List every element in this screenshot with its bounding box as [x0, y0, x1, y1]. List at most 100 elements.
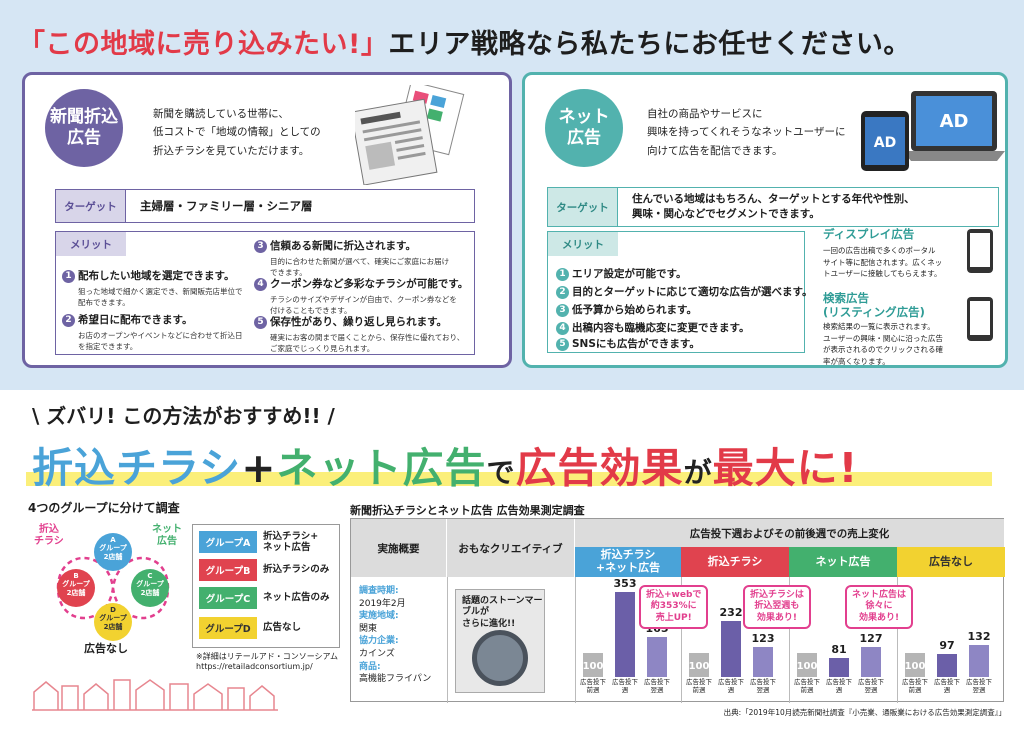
chart-value-label: 100 [582, 661, 604, 672]
chart-week-label: 広告投下 翌週 [858, 678, 884, 694]
chart-week-label: 広告投下 週 [826, 678, 852, 694]
promo-effect: 広告効果 [515, 444, 684, 492]
net-ad-circle-title: ネット 広告 [545, 89, 623, 167]
phone-icon [967, 297, 993, 341]
merit-title: 出稿内容も臨機応変に変更できます。 [572, 322, 750, 334]
merit-item: 2 希望日に配布できます。 お店のオープンやイベントなどに合わせて折込日 を指定で… [62, 312, 243, 353]
merit-number: 5 [254, 316, 267, 329]
target-value: 住んでいる地域はもちろん、ターゲットとする年代や性別、 興味・関心などでセグメン… [632, 192, 915, 220]
net-target-box: ターゲット 住んでいる地域はもちろん、ターゲットとする年代や性別、 興味・関心な… [547, 187, 999, 227]
merit-detail: 確実にお客の間まで届くことから、保存性に優れており、 ご家庭でじっくり見られます… [270, 333, 465, 354]
net-ad-intro: 自社の商品やサービスに 興味を持ってくれそうなネットユーザーに 向けて広告を配信… [647, 108, 846, 157]
chart-bar [969, 645, 989, 677]
newspaper-target-box: ターゲット 主婦層・ファミリー層・シニア層 [55, 189, 475, 223]
merit-number: 1 [556, 268, 569, 281]
header-overview: 実施概要 [351, 519, 447, 577]
chart-week-label: 広告投下 前週 [580, 678, 606, 694]
chart-value-label: 127 [859, 632, 883, 645]
merit-title: 信頼ある新聞に折込されます。 [270, 240, 416, 252]
merit-title: クーポン券など多彩なチラシが可能です。 [270, 278, 469, 290]
chart-week-label: 広告投下 翌週 [966, 678, 992, 694]
newspaper-intro: 新聞を購読している世帯に、 低コストで「地域の情報」としての 折込チラシを見てい… [153, 108, 321, 157]
chart-value-label: 100 [904, 661, 926, 672]
column-header: 広告なし [897, 547, 1005, 577]
chart-value-label: 123 [751, 632, 775, 645]
group-row: グループC ネット広告のみ [199, 587, 330, 609]
newspaper-panel: 新聞折込 広告 新聞を購読している世帯に、 低コストで「地域の情報」としての 折… [22, 72, 512, 368]
headline-rest: エリア戦略なら私たちにお任せください。 [388, 29, 911, 60]
chart-callout: 折込チラシは 折込翌週も 効果あり! [743, 585, 811, 629]
page-headline: 「この地域に売り込みたい!」エリア戦略なら私たちにお任せください。 [18, 22, 1008, 61]
merit-detail: チラシのサイズやデザインが自由で、クーポン券などを 付けることもできます。 [270, 295, 457, 316]
merit-number: 2 [556, 286, 569, 299]
chart-bar [689, 653, 709, 677]
venn-group-b: B グループ 2店舗 [62, 572, 90, 597]
promo-maximum: 最大に! [712, 444, 859, 492]
merit-number: 3 [254, 240, 267, 253]
target-label: ターゲット [548, 188, 618, 226]
merit-detail: 目的に合わせた新聞が選べて、確実にご家庭にお届け できます。 [270, 257, 450, 278]
chart-value-label: 100 [796, 661, 818, 672]
search-ad-description: 検索結果の一覧に表示されます。 ユーザーの興味・関心に沿った広告 が表示されるの… [823, 322, 943, 366]
overview-key: 調査時期: [359, 586, 399, 596]
chart-value-label: 81 [831, 643, 847, 656]
merit-label: メリット [56, 232, 126, 256]
promo-net-ad: ネット広告 [276, 444, 487, 492]
overview-value: 関東 [359, 623, 378, 634]
net-merit-box: メリット 1 エリア設定が可能です。 2 目的とターゲットに応じて適切な広告が選べま… [547, 231, 812, 353]
merit-number: 5 [556, 338, 569, 351]
chart-callout: ネット広告は 徐々に 効果あり! [845, 585, 914, 629]
newspaper-merit-box: メリット 1 配布したい地域を選定できます。 狙った地域で細かく選定でき、新聞販売… [55, 231, 475, 355]
venn-label-orikomi: 折込 チラシ [34, 524, 64, 547]
group-tag: グループC [199, 587, 257, 609]
venn-group-c: C グループ 2店舗 [136, 572, 164, 597]
merit-title: 希望日に配布できます。 [78, 314, 193, 326]
chart-value-label: 353 [613, 577, 637, 590]
merit-label: メリット [548, 232, 618, 256]
chart-bar [861, 647, 881, 677]
frying-pan-image [472, 630, 528, 686]
phone-icon [967, 229, 993, 273]
overview-key: 協力企業: [359, 636, 399, 647]
group-row: グループD 広告なし [199, 617, 301, 639]
chart-bar [615, 592, 635, 677]
group-name: 広告なし [263, 622, 302, 634]
merit-title: SNSにも広告ができます。 [572, 338, 700, 350]
merit-item: 4 クーポン券など多彩なチラシが可能です。 チラシのサイズやデザインが自由で、クー… [254, 276, 468, 317]
merit-title: 低予算から始められます。 [572, 304, 697, 316]
highlight-underline [26, 472, 992, 486]
chart-week-label: 広告投下 前週 [686, 678, 712, 694]
promo-subheading: \ ズバリ! この方法がおすすめ!! / [32, 404, 335, 428]
chart-week-label: 広告投下 翌週 [644, 678, 670, 694]
chart-bar [905, 653, 925, 677]
merit-title: 配布したい地域を選定できます。 [78, 270, 235, 282]
merit-number: 4 [254, 278, 267, 291]
chart-bar [721, 621, 741, 677]
merit-item: 3 低予算から始められます。 [556, 302, 697, 317]
overview-key: 商品: [359, 661, 381, 672]
group-name: ネット広告のみ [263, 592, 330, 604]
column-header: 折込チラシ +ネット広告 [575, 547, 681, 577]
merit-item: 2 目的とターゲットに応じて適切な広告が選べます。 [556, 284, 812, 299]
overview-key: 実施地域: [359, 611, 399, 622]
overview-value: 2019年2月 [359, 598, 406, 609]
promo-heading: 折込チラシ+ネット広告で広告効果が最大に! [32, 434, 858, 494]
group-tag: グループD [199, 617, 257, 639]
creative-flyer-image: 話題のストーンマーブルが さらに進化!! [455, 589, 545, 693]
chart-bar [583, 653, 603, 677]
group-legend-list: グループA 折込チラシ+ ネット広告 グループB 折込チラシのみ グループC ネ… [192, 524, 340, 648]
venn-group-a: A グループ 2店舗 [99, 536, 127, 561]
column-header: ネット広告 [789, 547, 897, 577]
venn-group-d: D グループ 2店舗 [99, 606, 127, 631]
chart-week-label: 広告投下 前週 [902, 678, 928, 694]
merit-item: 5 SNSにも広告ができます。 [556, 336, 700, 351]
merit-item: 5 保存性があり、繰り返し見られます。 確実にお客の間まで届くことから、保存性に優… [254, 314, 464, 355]
group-note: ※詳細はリテールアド・コンソーシアム https://retailadconso… [196, 652, 338, 672]
promo-flyer: 折込チラシ [32, 444, 242, 492]
townscape-illustration [32, 679, 278, 711]
group-name: 折込チラシのみ [263, 564, 330, 576]
merit-item: 1 配布したい地域を選定できます。 狙った地域で細かく選定でき、新聞販売店単位で … [62, 268, 242, 309]
promo-plus: + [241, 444, 277, 492]
chart-week-label: 広告投下 前週 [794, 678, 820, 694]
